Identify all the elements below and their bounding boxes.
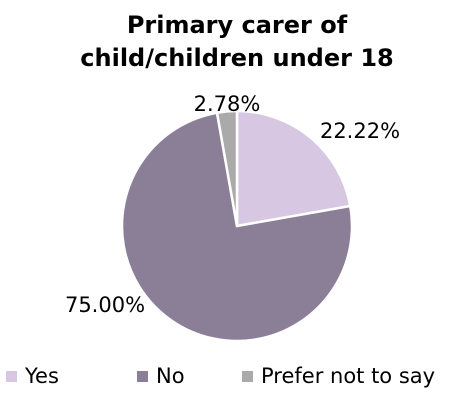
chart-title-line-2: child/children under 18	[80, 44, 393, 72]
data-label-yes: 22.22%	[320, 119, 400, 143]
pie-slice-yes	[235, 109, 352, 228]
legend-item-no: No	[137, 364, 185, 388]
legend-label-prefer-not-to-say: Prefer not to say	[261, 364, 435, 388]
legend: Yes No Prefer not to say	[6, 364, 435, 388]
pie-slices	[120, 109, 354, 343]
legend-swatch-prefer-not-to-say	[242, 371, 253, 382]
legend-label-yes: Yes	[24, 364, 59, 388]
legend-label-no: No	[156, 364, 185, 388]
chart-title-line-1: Primary carer of	[127, 11, 348, 39]
legend-swatch-no	[137, 371, 148, 382]
legend-item-prefer-not-to-say: Prefer not to say	[242, 364, 435, 388]
data-labels: 22.22% 75.00% 2.78%	[65, 92, 400, 317]
data-label-no: 75.00%	[65, 293, 145, 317]
data-label-prefer-not-to-say: 2.78%	[194, 92, 261, 116]
legend-swatch-yes	[6, 371, 17, 382]
legend-item-yes: Yes	[6, 364, 59, 388]
pie-slice-prefer-not-to-say	[215, 109, 239, 228]
